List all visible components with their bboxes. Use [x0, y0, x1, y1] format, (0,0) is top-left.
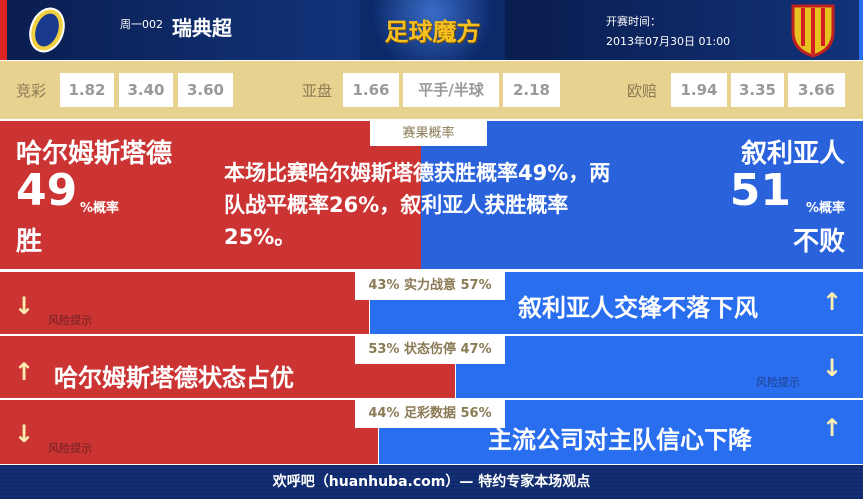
away-factor-bar — [456, 336, 863, 398]
result-summary: 本场比赛哈尔姆斯塔德获胜概率49%，两队战平概率26%，叙利亚人获胜概率25%。 — [224, 161, 611, 249]
away-percent-unit: %概率 — [805, 201, 845, 216]
arrow-down-icon: ↓ — [14, 420, 35, 448]
risk-warning: 风险提示 — [756, 376, 800, 389]
home-factor-bar — [0, 272, 369, 334]
euro-odd: 3.35 — [731, 73, 784, 107]
kickoff-time: 2013年07月30日 01:00 — [606, 35, 731, 48]
risk-warning: 风险提示 — [48, 442, 92, 455]
brand-logo: 足球魔方 — [384, 18, 481, 46]
jingcai-odd: 1.82 — [60, 73, 114, 107]
arrow-down-icon: ↓ — [822, 354, 843, 382]
arrow-down-icon: ↓ — [14, 292, 35, 320]
factor-row-form: 53% 状态伤停 47% ↑ 哈尔姆斯塔德状态占优 风险提示 ↓ — [0, 336, 863, 398]
match-header: 周一002 瑞典超 足球魔方 开赛时间： 2013年07月30日 01:00 — [0, 0, 863, 60]
home-team-logo-icon — [29, 7, 65, 53]
euro-label: 欧赔 — [627, 82, 658, 100]
away-factor-text: 主流公司对主队信心下降 — [488, 426, 752, 454]
arrow-up-icon: ↑ — [822, 288, 843, 316]
home-percent-unit: %概率 — [80, 201, 120, 216]
factor-row-lottery: 44% 足彩数据 56% ↓ 风险提示 主流公司对主队信心下降 ↑ — [0, 400, 863, 464]
brand-background — [360, 0, 505, 60]
league-name: 瑞典超 — [172, 16, 232, 40]
euro-odd: 3.66 — [788, 73, 845, 107]
factor-tag: 53% 状态伤停 47% — [355, 336, 505, 364]
euro-odd: 1.94 — [671, 73, 727, 107]
factor-tag: 43% 实力战意 57% — [355, 272, 505, 300]
jingcai-odd: 3.60 — [178, 73, 233, 107]
away-color-strip — [859, 0, 863, 60]
arrow-up-icon: ↑ — [822, 414, 843, 442]
away-factor-text: 叙利亚人交锋不落下风 — [518, 294, 758, 322]
odds-bar: 竞彩 1.82 3.40 3.60 亚盘 1.66 平手/半球 2.18 欧赔 … — [0, 61, 863, 119]
result-probability-panel: 赛果概率 哈尔姆斯塔德 49 %概率 胜 本场比赛哈尔姆斯塔德获胜概率49%，两… — [0, 121, 863, 269]
away-percent: 51 — [729, 165, 791, 216]
home-outcome: 胜 — [16, 227, 43, 257]
factor-tag: 44% 足彩数据 56% — [355, 400, 505, 428]
away-team-logo-icon — [791, 4, 835, 58]
home-factor-text: 哈尔姆斯塔德状态占优 — [54, 364, 294, 392]
footer: 欢呼吧（huanhuba.com）— 特约专家本场观点 — [0, 465, 863, 499]
jingcai-odd: 3.40 — [119, 73, 173, 107]
asian-label: 亚盘 — [302, 82, 333, 100]
arrow-up-icon: ↑ — [14, 358, 35, 386]
away-team-name: 叙利亚人 — [740, 139, 845, 169]
home-team-name: 哈尔姆斯塔德 — [16, 139, 173, 169]
asian-handicap: 平手/半球 — [403, 73, 499, 107]
jingcai-label: 竞彩 — [16, 82, 47, 100]
home-factor-bar — [0, 400, 378, 464]
risk-warning: 风险提示 — [48, 314, 92, 327]
asian-odd: 2.18 — [503, 73, 560, 107]
away-outcome: 不败 — [792, 227, 845, 257]
result-tag: 赛果概率 — [370, 121, 487, 146]
match-number: 周一002 — [120, 18, 163, 31]
kickoff-label: 开赛时间： — [606, 15, 661, 28]
home-color-strip — [0, 0, 7, 60]
home-probability-bar — [0, 121, 421, 269]
home-percent: 49 — [16, 165, 78, 216]
asian-odd: 1.66 — [343, 73, 399, 107]
away-probability-bar — [421, 121, 863, 269]
factor-row-strength: 43% 实力战意 57% ↓ 风险提示 叙利亚人交锋不落下风 ↑ — [0, 272, 863, 334]
